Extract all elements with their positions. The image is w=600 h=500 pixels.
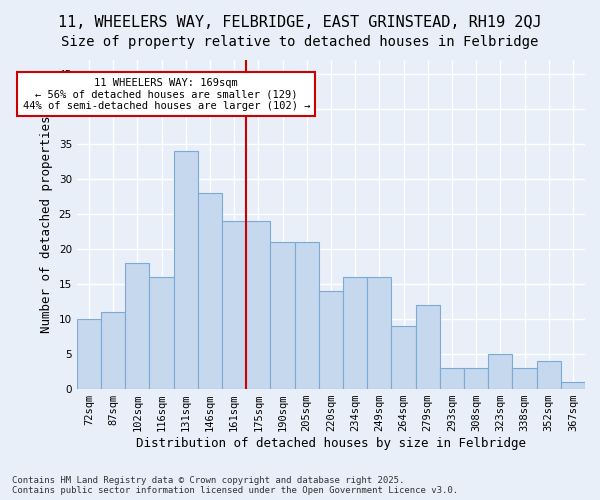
- Bar: [295, 242, 319, 389]
- Y-axis label: Number of detached properties: Number of detached properties: [40, 116, 53, 334]
- Text: 11, WHEELERS WAY, FELBRIDGE, EAST GRINSTEAD, RH19 2QJ: 11, WHEELERS WAY, FELBRIDGE, EAST GRINST…: [58, 15, 542, 30]
- Bar: [464, 368, 488, 389]
- Bar: [512, 368, 536, 389]
- Bar: [246, 221, 271, 389]
- Bar: [101, 312, 125, 389]
- Bar: [367, 277, 391, 389]
- Bar: [173, 151, 198, 389]
- Bar: [125, 263, 149, 389]
- X-axis label: Distribution of detached houses by size in Felbridge: Distribution of detached houses by size …: [136, 437, 526, 450]
- Bar: [536, 361, 561, 389]
- Bar: [416, 305, 440, 389]
- Bar: [149, 277, 173, 389]
- Bar: [440, 368, 464, 389]
- Bar: [319, 291, 343, 389]
- Text: Size of property relative to detached houses in Felbridge: Size of property relative to detached ho…: [61, 35, 539, 49]
- Bar: [561, 382, 585, 389]
- Bar: [391, 326, 416, 389]
- Bar: [488, 354, 512, 389]
- Text: 11 WHEELERS WAY: 169sqm
← 56% of detached houses are smaller (129)
44% of semi-d: 11 WHEELERS WAY: 169sqm ← 56% of detache…: [23, 78, 310, 110]
- Bar: [343, 277, 367, 389]
- Bar: [222, 221, 246, 389]
- Text: Contains HM Land Registry data © Crown copyright and database right 2025.
Contai: Contains HM Land Registry data © Crown c…: [12, 476, 458, 495]
- Bar: [271, 242, 295, 389]
- Bar: [198, 193, 222, 389]
- Bar: [77, 319, 101, 389]
